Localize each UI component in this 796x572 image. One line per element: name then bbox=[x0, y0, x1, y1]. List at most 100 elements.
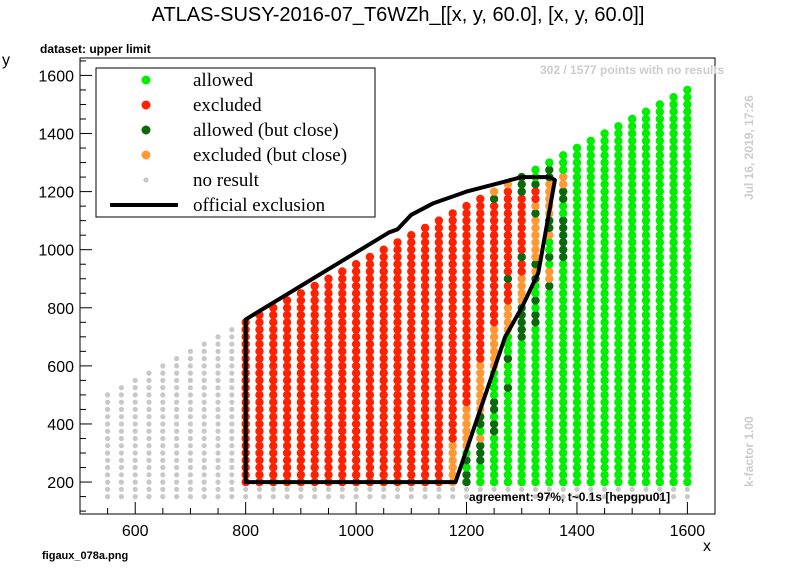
data-point bbox=[531, 339, 540, 349]
data-point bbox=[683, 303, 692, 312]
data-point bbox=[463, 494, 470, 500]
data-point bbox=[255, 339, 264, 349]
data-point bbox=[655, 303, 664, 312]
data-point bbox=[614, 318, 623, 327]
data-point bbox=[545, 310, 554, 320]
data-point bbox=[420, 303, 430, 312]
data-point bbox=[655, 201, 664, 211]
data-point bbox=[476, 231, 485, 240]
data-point bbox=[146, 392, 152, 398]
y-tick-label: 1200 bbox=[38, 185, 74, 202]
data-point bbox=[655, 267, 664, 276]
data-point bbox=[683, 122, 692, 131]
data-point bbox=[683, 390, 692, 400]
data-point bbox=[489, 194, 499, 204]
data-point bbox=[545, 274, 554, 283]
data-point bbox=[600, 252, 609, 262]
data-point bbox=[545, 158, 554, 167]
data-point bbox=[655, 158, 664, 167]
data-point bbox=[215, 486, 221, 492]
data-point bbox=[614, 194, 623, 204]
data-point bbox=[669, 477, 678, 487]
data-point bbox=[545, 477, 554, 487]
data-point bbox=[229, 356, 235, 362]
data-point bbox=[420, 245, 430, 254]
data-point bbox=[187, 428, 193, 434]
data-point bbox=[684, 486, 691, 492]
data-point bbox=[229, 392, 235, 398]
data-point bbox=[669, 231, 678, 240]
data-point bbox=[669, 470, 678, 479]
data-point bbox=[215, 406, 221, 412]
data-point bbox=[255, 405, 264, 414]
data-point bbox=[683, 318, 692, 327]
data-point bbox=[600, 201, 609, 211]
data-point bbox=[296, 339, 306, 349]
data-point bbox=[462, 310, 471, 320]
data-point bbox=[310, 398, 319, 407]
data-point bbox=[310, 434, 319, 443]
data-point bbox=[381, 494, 387, 500]
data-point bbox=[379, 463, 388, 472]
data-point bbox=[655, 441, 664, 450]
data-point bbox=[628, 223, 637, 233]
data-point bbox=[282, 405, 292, 414]
data-point bbox=[324, 463, 333, 472]
data-point bbox=[379, 412, 388, 421]
data-point bbox=[476, 194, 485, 204]
data-point bbox=[532, 494, 539, 500]
data-point bbox=[407, 296, 416, 305]
data-point bbox=[393, 419, 402, 429]
data-point bbox=[310, 405, 319, 414]
data-point bbox=[132, 377, 138, 383]
data-point bbox=[132, 457, 138, 463]
data-point bbox=[586, 165, 595, 174]
data-point bbox=[545, 427, 554, 436]
data-point bbox=[683, 100, 692, 109]
data-point bbox=[517, 412, 526, 421]
data-point bbox=[476, 368, 485, 378]
data-point bbox=[462, 398, 471, 407]
data-point bbox=[545, 347, 554, 356]
data-point bbox=[559, 368, 568, 378]
data-point bbox=[559, 194, 568, 204]
data-point bbox=[393, 303, 402, 312]
data-point bbox=[559, 151, 568, 160]
data-point bbox=[269, 441, 278, 450]
data-point bbox=[641, 368, 651, 378]
data-point bbox=[448, 267, 457, 276]
data-point bbox=[420, 289, 430, 298]
data-point bbox=[503, 354, 513, 363]
data-point bbox=[187, 443, 193, 449]
data-point bbox=[683, 114, 692, 124]
data-point bbox=[628, 477, 637, 487]
data-point bbox=[586, 405, 595, 414]
data-point bbox=[379, 281, 388, 291]
data-point bbox=[572, 361, 582, 371]
data-point bbox=[559, 180, 568, 189]
data-point bbox=[420, 325, 430, 334]
data-point bbox=[655, 187, 664, 196]
data-point bbox=[614, 354, 623, 363]
data-point bbox=[531, 390, 540, 400]
data-point bbox=[338, 441, 347, 450]
data-point bbox=[628, 347, 637, 356]
legend-marker bbox=[143, 177, 149, 183]
data-point bbox=[229, 377, 235, 383]
data-point bbox=[641, 434, 651, 443]
data-point bbox=[296, 390, 306, 400]
data-point bbox=[215, 435, 221, 442]
data-point bbox=[669, 347, 678, 356]
data-point bbox=[187, 392, 193, 398]
data-point bbox=[255, 325, 264, 334]
data-point bbox=[229, 494, 235, 500]
data-point bbox=[324, 470, 333, 479]
data-point bbox=[531, 376, 540, 385]
data-point bbox=[229, 450, 235, 456]
data-point bbox=[531, 245, 540, 254]
data-point bbox=[324, 405, 333, 414]
data-point bbox=[572, 187, 582, 196]
data-point bbox=[628, 376, 637, 385]
data-point bbox=[420, 347, 430, 356]
data-point bbox=[407, 456, 416, 465]
